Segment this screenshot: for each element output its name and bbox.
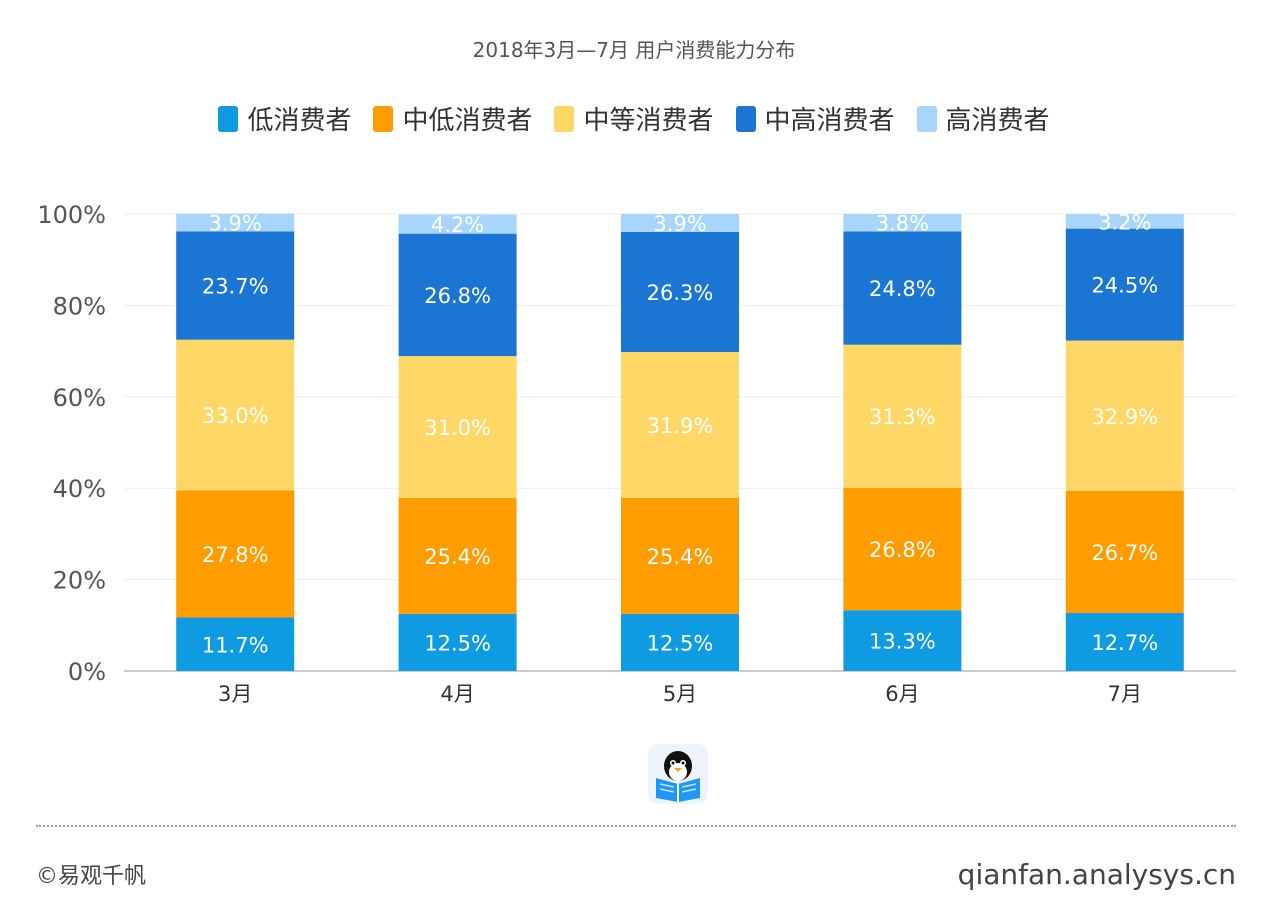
data-label: 26.8% bbox=[869, 538, 936, 562]
data-label: 23.7% bbox=[202, 275, 269, 299]
data-label: 26.7% bbox=[1091, 541, 1158, 565]
bar-segment bbox=[176, 213, 295, 232]
legend-swatch bbox=[373, 105, 394, 132]
bar-segment bbox=[1065, 214, 1184, 229]
data-label: 27.8% bbox=[202, 543, 269, 567]
footer-credit: ©易观千帆 bbox=[36, 864, 147, 889]
bar-segment bbox=[1065, 490, 1184, 613]
bar-segment bbox=[843, 487, 962, 611]
y-tick-label: 20% bbox=[53, 567, 106, 595]
bar-segment bbox=[176, 617, 295, 671]
bar-segment bbox=[621, 214, 739, 232]
stacked-bar-chart: 0% 20% 40% 60% 80% 100% 11.7% 27.8% 33.0% 23.7% 3.… bbox=[37, 201, 1236, 706]
bar-segment bbox=[843, 231, 962, 345]
bar-segment bbox=[843, 610, 962, 671]
bar-segment bbox=[398, 214, 517, 234]
bar-segment bbox=[1065, 612, 1184, 671]
legend-item[interactable]: 中低消费者 bbox=[373, 100, 532, 137]
legend-swatch bbox=[735, 105, 756, 132]
data-label: 26.8% bbox=[424, 284, 491, 308]
legend-swatch bbox=[554, 105, 575, 132]
data-label: 12.5% bbox=[647, 631, 714, 655]
data-label: 24.5% bbox=[1091, 274, 1158, 298]
data-label: 3.9% bbox=[653, 212, 706, 236]
x-tick-label: 3月 bbox=[218, 682, 252, 706]
bar-segment bbox=[176, 490, 295, 618]
data-label: 24.8% bbox=[869, 277, 936, 301]
bar-segment bbox=[1065, 340, 1184, 491]
footer-divider bbox=[36, 825, 1236, 827]
bar-segment bbox=[621, 497, 739, 614]
data-label: 13.3% bbox=[869, 630, 936, 654]
data-label: 31.9% bbox=[647, 414, 714, 438]
data-label: 12.7% bbox=[1091, 631, 1158, 655]
bar-segment bbox=[398, 613, 517, 671]
legend-swatch bbox=[916, 105, 937, 132]
bar-segment bbox=[398, 356, 517, 498]
data-label: 26.3% bbox=[647, 281, 714, 305]
footer-site-url: qianfan.analysys.cn bbox=[957, 858, 1236, 891]
y-tick-label: 100% bbox=[37, 201, 106, 229]
legend-item[interactable]: 中高消费者 bbox=[735, 100, 895, 137]
data-label: 25.4% bbox=[424, 545, 491, 569]
bar-segment bbox=[398, 497, 517, 614]
x-tick-label: 4月 bbox=[440, 682, 474, 706]
legend-label: 中高消费者 bbox=[764, 106, 895, 136]
y-tick-label: 0% bbox=[68, 658, 106, 686]
legend: 低消费者 中低消费者 中等消费者 中高消费者 高消费者 bbox=[0, 100, 1268, 137]
data-label: 31.3% bbox=[869, 405, 936, 429]
bar-segment bbox=[621, 613, 739, 671]
bar-segment bbox=[621, 352, 739, 498]
bar-segment bbox=[176, 231, 295, 340]
legend-item[interactable]: 高消费者 bbox=[916, 100, 1050, 137]
legend-label: 低消费者 bbox=[247, 106, 352, 136]
x-tick-label: 6月 bbox=[885, 682, 919, 706]
data-label: 25.4% bbox=[647, 545, 714, 569]
y-tick-label: 40% bbox=[53, 475, 106, 503]
data-label: 12.5% bbox=[424, 631, 491, 655]
data-label: 3.2% bbox=[1098, 210, 1151, 234]
legend-label: 高消费者 bbox=[945, 106, 1050, 136]
legend-swatch bbox=[218, 105, 239, 132]
bar-segment bbox=[176, 339, 295, 491]
x-tick-label: 7月 bbox=[1108, 682, 1142, 706]
data-label: 32.9% bbox=[1091, 405, 1158, 429]
data-label: 33.0% bbox=[202, 404, 269, 428]
legend-item[interactable]: 低消费者 bbox=[218, 100, 351, 137]
data-label: 4.2% bbox=[431, 213, 484, 237]
bar-segment bbox=[1065, 228, 1184, 341]
data-label: 11.7% bbox=[202, 633, 269, 657]
y-tick-label: 80% bbox=[53, 292, 106, 320]
legend-label: 中等消费者 bbox=[583, 106, 714, 136]
bar-segment bbox=[843, 214, 962, 232]
data-label: 3.8% bbox=[876, 212, 929, 236]
qq-penguin-reading-icon bbox=[648, 744, 708, 808]
data-label: 3.9% bbox=[209, 211, 262, 235]
y-tick-label: 60% bbox=[53, 384, 106, 412]
data-label: 31.0% bbox=[424, 416, 491, 440]
legend-item[interactable]: 中等消费者 bbox=[554, 100, 714, 137]
bar-segment bbox=[843, 344, 962, 488]
bar-segment bbox=[621, 231, 739, 353]
bar-segment bbox=[398, 233, 517, 357]
legend-label: 中低消费者 bbox=[402, 106, 533, 136]
x-tick-label: 5月 bbox=[663, 682, 697, 706]
chart-title: 2018年3月—7月 用户消费能力分布 bbox=[472, 38, 796, 62]
